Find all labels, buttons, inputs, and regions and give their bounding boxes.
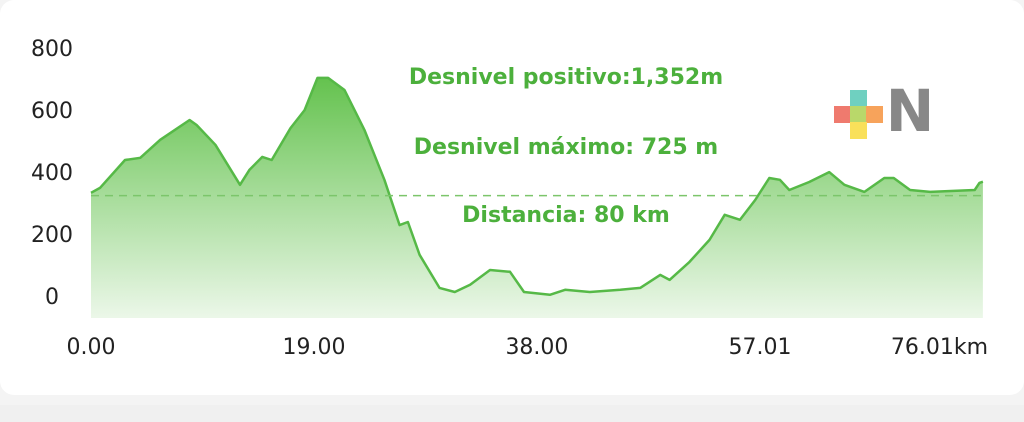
y-tick-label: 600 (31, 99, 73, 124)
x-tick-label: 19.00 (282, 335, 345, 360)
watermark: N (886, 77, 935, 145)
y-tick-label: 400 (31, 161, 73, 186)
area-fill (91, 77, 983, 319)
x-tick-label: 38.00 (505, 335, 568, 360)
annotation: Distancia: 80 km (462, 203, 670, 228)
x-tick-label: 0.00 (67, 335, 116, 360)
annotation: Desnivel positivo:1,352m (409, 65, 723, 90)
x-tick-label: 76.01km (891, 335, 988, 360)
y-tick-label: 800 (31, 37, 73, 62)
y-tick-label: 0 (45, 285, 59, 310)
logo: N (834, 77, 934, 145)
card-bottom (0, 405, 1024, 422)
y-tick-label: 200 (31, 223, 73, 248)
annotation: Desnivel máximo: 725 m (414, 135, 718, 160)
x-tick-label: 57.01 (729, 335, 792, 360)
elevation-line (90, 76, 984, 297)
